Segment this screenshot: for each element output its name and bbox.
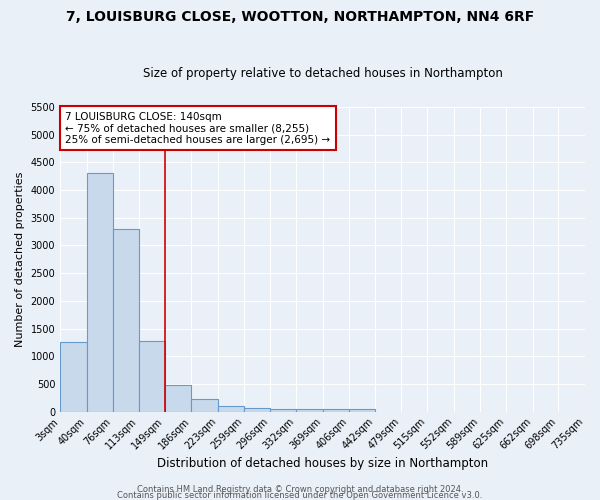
- Bar: [113, 229, 139, 412]
- Bar: [296, 409, 323, 412]
- Bar: [60, 342, 86, 411]
- Bar: [86, 174, 113, 412]
- Text: Contains HM Land Registry data © Crown copyright and database right 2024.: Contains HM Land Registry data © Crown c…: [137, 485, 463, 494]
- Text: Contains public sector information licensed under the Open Government Licence v3: Contains public sector information licen…: [118, 490, 482, 500]
- Y-axis label: Number of detached properties: Number of detached properties: [15, 172, 25, 347]
- Bar: [323, 409, 349, 412]
- Text: 7, LOUISBURG CLOSE, WOOTTON, NORTHAMPTON, NN4 6RF: 7, LOUISBURG CLOSE, WOOTTON, NORTHAMPTON…: [66, 10, 534, 24]
- Bar: [139, 340, 165, 411]
- Bar: [165, 385, 191, 411]
- Bar: [191, 399, 218, 411]
- Bar: [218, 406, 244, 411]
- Bar: [270, 409, 296, 412]
- Bar: [244, 408, 270, 412]
- Text: 7 LOUISBURG CLOSE: 140sqm
← 75% of detached houses are smaller (8,255)
25% of se: 7 LOUISBURG CLOSE: 140sqm ← 75% of detac…: [65, 112, 331, 145]
- X-axis label: Distribution of detached houses by size in Northampton: Distribution of detached houses by size …: [157, 457, 488, 470]
- Bar: [349, 409, 375, 412]
- Title: Size of property relative to detached houses in Northampton: Size of property relative to detached ho…: [143, 66, 503, 80]
